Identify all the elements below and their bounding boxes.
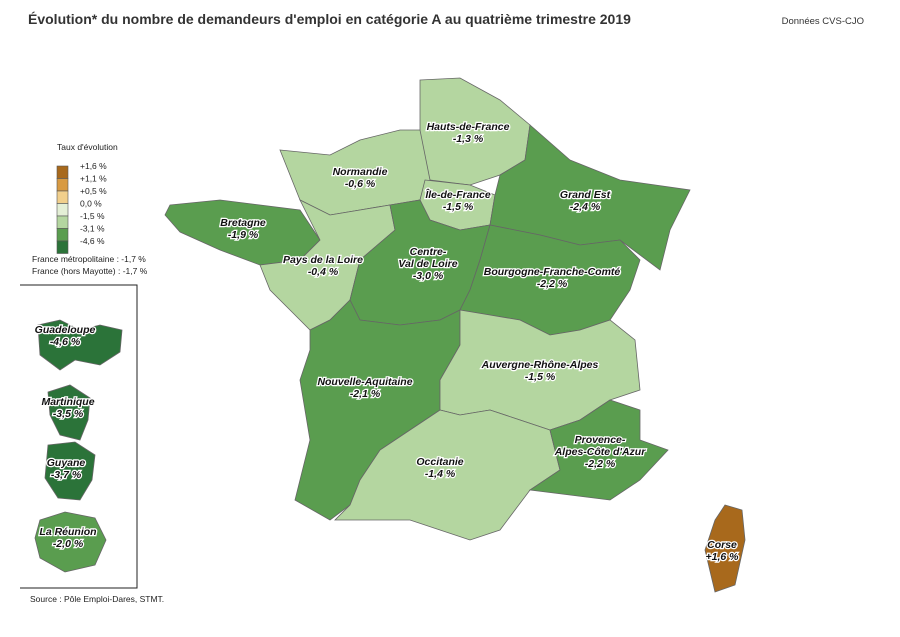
- title: Évolution* du nombre de demandeurs d'emp…: [28, 11, 631, 27]
- legend-label: +1,1 %: [80, 174, 107, 184]
- region-value: +1,6 %: [706, 551, 740, 563]
- region-value: -4,6 %: [50, 336, 81, 348]
- region-name: Hauts-de-France: [427, 121, 510, 133]
- note: Données CVS-CJO: [782, 16, 864, 27]
- region-value: -3,0 %: [413, 270, 444, 282]
- region-value: -1,5 %: [443, 201, 474, 213]
- legend-label: +1,6 %: [80, 161, 107, 171]
- region: [704, 504, 746, 593]
- region-value: -2,2 %: [537, 278, 568, 290]
- region-name: Martinique: [41, 396, 94, 408]
- region-value: -2,2 %: [585, 458, 616, 470]
- region-value: -2,4 %: [570, 201, 601, 213]
- region-value: -0,4 %: [308, 266, 339, 278]
- legend-label: -1,5 %: [80, 211, 105, 221]
- total: France métropolitaine : -1,7 %: [32, 254, 146, 264]
- legend-swatch: [56, 215, 69, 229]
- region-value: -3,7 %: [51, 469, 82, 481]
- region-name: Auvergne-Rhône-Alpes: [481, 359, 599, 371]
- region: [44, 441, 96, 501]
- region-name: Bretagne: [220, 217, 266, 229]
- legend-label: -4,6 %: [80, 236, 105, 246]
- legend-swatch: [56, 240, 69, 254]
- region-name: Centre-: [410, 246, 447, 258]
- region-name: Normandie: [333, 166, 388, 178]
- source: Source : Pôle Emploi-Dares, STMT.: [30, 594, 164, 604]
- region-value: -1,4 %: [425, 468, 456, 480]
- legend-label: +0,5 %: [80, 186, 107, 196]
- region-name: Nouvelle-Aquitaine: [317, 376, 412, 388]
- region: [528, 399, 669, 501]
- legend-swatch: [56, 203, 69, 217]
- region-value: -1,5 %: [525, 371, 556, 383]
- region: [334, 409, 561, 541]
- region-name: Pays de la Loire: [283, 254, 363, 266]
- region-value: -1,3 %: [453, 133, 484, 145]
- inset-frame: [20, 284, 138, 589]
- region-value: -3,5 %: [53, 408, 84, 420]
- region-name: Grand Est: [560, 189, 611, 201]
- region-name: Guyane: [47, 457, 86, 469]
- region-name: Val de Loire: [398, 258, 457, 270]
- region-name: Île-de-France: [425, 188, 491, 201]
- legend-swatch: [56, 178, 69, 192]
- region-name: La Réunion: [39, 526, 96, 538]
- region: [37, 319, 123, 371]
- region-name: Corse: [707, 539, 737, 551]
- region: [34, 511, 107, 573]
- region-value: -1,9 %: [228, 229, 259, 241]
- legend-label: 0,0 %: [80, 199, 102, 209]
- region: [47, 384, 91, 441]
- region-name: Bourgogne-Franche-Comté: [484, 266, 621, 278]
- total: France (hors Mayotte) : -1,7 %: [32, 266, 148, 276]
- region-value: -2,1 %: [350, 388, 381, 400]
- legend-title: Taux d'évolution: [57, 142, 118, 152]
- region-name: Guadeloupe: [35, 324, 96, 336]
- region-name: Provence-: [575, 434, 626, 446]
- region-name: Alpes-Côte d'Azur: [554, 446, 646, 458]
- region-value: -0,6 %: [345, 178, 376, 190]
- legend-swatch: [56, 228, 69, 242]
- legend-label: -3,1 %: [80, 224, 105, 234]
- legend-swatch: [56, 190, 69, 204]
- legend-swatch: [56, 165, 69, 179]
- region-value: -2,0 %: [53, 538, 84, 550]
- region-name: Occitanie: [416, 456, 463, 468]
